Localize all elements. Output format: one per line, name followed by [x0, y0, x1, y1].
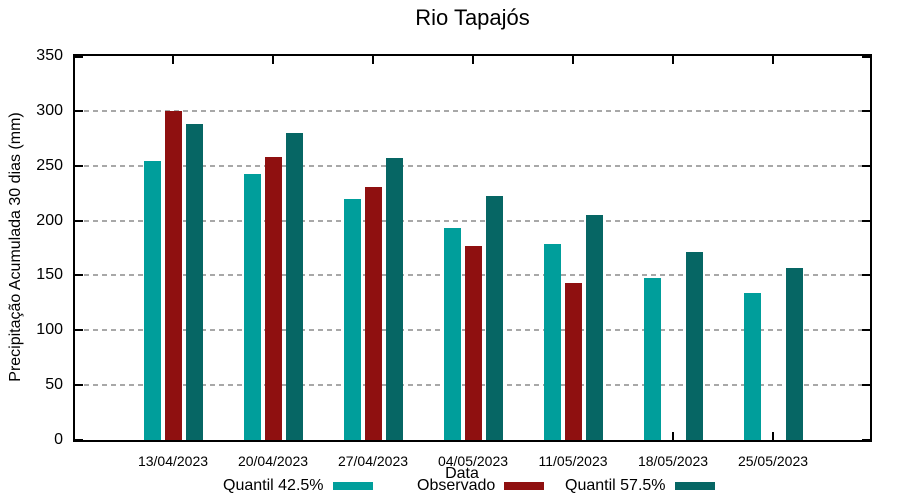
bar-quantil-42.5- — [544, 244, 561, 440]
bar-quantil-57.5- — [686, 252, 703, 440]
y-tick-mark-left — [75, 384, 83, 386]
bar-quantil-57.5- — [386, 158, 403, 440]
bar-quantil-57.5- — [786, 268, 803, 440]
x-axis-title: Data — [445, 465, 479, 482]
gridline — [75, 110, 870, 112]
legend-item: Quantil 57.5% — [565, 477, 715, 494]
bar-quantil-42.5- — [144, 161, 161, 440]
bar-quantil-57.5- — [586, 215, 603, 440]
legend-swatch — [504, 481, 545, 490]
gridline — [75, 220, 870, 222]
bar-observado — [565, 283, 582, 440]
y-tick-label: 200 — [36, 212, 63, 229]
x-tick-label: 25/05/2023 — [737, 453, 809, 469]
y-tick-mark-right — [862, 384, 870, 386]
x-tick-mark-top — [472, 56, 474, 64]
y-tick-label: 0 — [54, 431, 63, 448]
bar-quantil-57.5- — [186, 124, 203, 440]
bar-quantil-42.5- — [744, 293, 761, 440]
y-tick-label: 250 — [36, 157, 63, 174]
legend-swatch — [674, 481, 715, 490]
y-tick-mark-right — [862, 274, 870, 276]
y-tick-mark-left — [75, 274, 83, 276]
x-tick-label: 04/05/2023 — [437, 453, 509, 469]
gridline — [75, 165, 870, 167]
x-tick-label: 27/04/2023 — [337, 453, 409, 469]
x-tick-mark-top — [672, 56, 674, 64]
legend-label: Observado — [417, 477, 496, 494]
y-tick-mark-left — [75, 56, 83, 58]
x-tick-label: 13/04/2023 — [137, 453, 209, 469]
y-tick-mark-left — [75, 329, 83, 331]
y-tick-mark-right — [862, 329, 870, 331]
x-tick-mark-top — [772, 56, 774, 64]
bar-observado — [165, 111, 182, 440]
legend-item: Observado — [417, 477, 545, 494]
bar-quantil-57.5- — [286, 133, 303, 440]
y-tick-mark-right — [862, 165, 870, 167]
y-tick-label: 150 — [36, 266, 63, 283]
bar-observado — [365, 187, 382, 440]
bar-quantil-42.5- — [244, 174, 261, 440]
bar-observado — [265, 157, 282, 440]
bar-quantil-42.5- — [644, 278, 661, 440]
x-tick-mark-top — [172, 56, 174, 64]
x-tick-mark-bottom — [672, 432, 674, 440]
x-tick-mark-top — [572, 56, 574, 64]
bar-quantil-42.5- — [444, 228, 461, 440]
y-tick-mark-left — [75, 110, 83, 112]
legend: Quantil 42.5% Observado Quantil 57.5% — [0, 477, 900, 495]
legend-label: Quantil 42.5% — [223, 477, 324, 494]
plot-area — [73, 54, 872, 442]
y-tick-label: 300 — [36, 102, 63, 119]
y-tick-label: 50 — [45, 376, 63, 393]
legend-label: Quantil 57.5% — [565, 477, 666, 494]
y-tick-mark-right — [862, 220, 870, 222]
legend-item: Quantil 42.5% — [223, 477, 373, 494]
x-tick-label: 20/04/2023 — [237, 453, 309, 469]
chart-title: Rio Tapajós — [415, 5, 530, 30]
y-tick-label: 100 — [36, 321, 63, 338]
bar-observado — [465, 246, 482, 440]
y-axis-title: Precipitação Acumulada 30 dias (mm) — [7, 112, 24, 382]
bar-quantil-42.5- — [344, 199, 361, 440]
y-tick-mark-right — [862, 56, 870, 58]
y-tick-mark-right — [862, 439, 870, 441]
x-tick-mark-bottom — [772, 432, 774, 440]
x-tick-mark-top — [372, 56, 374, 64]
y-tick-mark-right — [862, 110, 870, 112]
y-tick-label: 350 — [36, 47, 63, 64]
x-tick-mark-top — [272, 56, 274, 64]
y-tick-mark-left — [75, 220, 83, 222]
bar-quantil-57.5- — [486, 196, 503, 440]
x-tick-label: 11/05/2023 — [538, 453, 608, 469]
y-tick-mark-left — [75, 439, 83, 441]
x-tick-label: 18/05/2023 — [637, 453, 709, 469]
legend-swatch — [332, 481, 373, 490]
y-tick-mark-left — [75, 165, 83, 167]
